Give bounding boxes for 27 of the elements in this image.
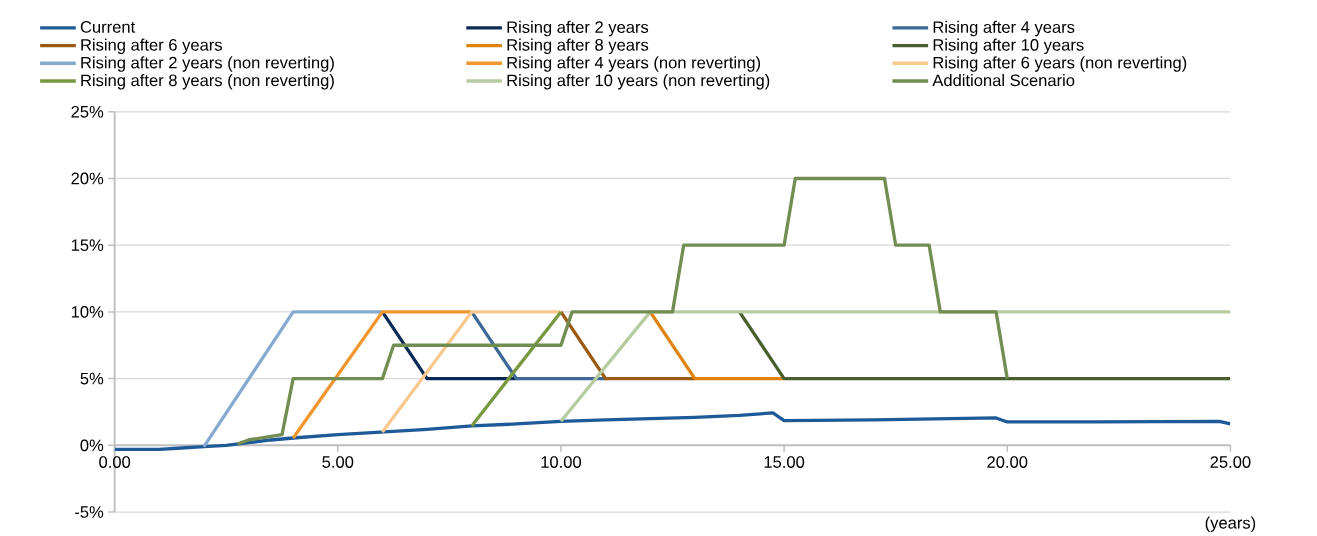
line-series	[235, 176, 1009, 446]
legend-label: Rising after 2 years	[507, 20, 649, 37]
y-tick-label: 25%	[71, 105, 104, 118]
y-tick-label: 10%	[71, 305, 104, 318]
x-tick-label: 0.00	[99, 456, 131, 468]
y-tick-label: 5%	[80, 372, 104, 385]
legend-label: Rising after 6 years	[81, 38, 223, 54]
legend-label: Rising after 10 years	[933, 38, 1084, 54]
legend-label: Rising after 8 years	[507, 38, 649, 54]
y-tick-label: -5%	[75, 506, 104, 518]
legend-label: Rising after 2 years (non reverting)	[81, 56, 334, 72]
legend-label: Current	[80, 20, 136, 33]
y-tick-label: 20%	[71, 172, 104, 185]
legend-label: Additional Scenario	[932, 73, 1075, 87]
legend-label: Rising after 8 years (non reverting)	[81, 73, 334, 90]
x-axis-title: (years)	[1205, 516, 1256, 532]
legend-label: Rising after 6 years (non reverting)	[933, 56, 1187, 72]
legend-label: Rising after 4 years (non reverting)	[507, 56, 761, 72]
y-tick-label: 15%	[71, 239, 104, 251]
x-tick-label: 20.00	[987, 456, 1028, 468]
y-tick-label: 0%	[80, 439, 104, 452]
legend-label: Rising after 4 years	[933, 20, 1075, 37]
legend-label: Rising after 10 years (non reverting)	[507, 73, 770, 90]
x-tick-label: 5.00	[322, 456, 354, 468]
x-tick-label: 10.00	[541, 456, 582, 468]
x-tick-label: 25.00	[1210, 456, 1251, 468]
x-tick-label: 15.00	[764, 456, 805, 468]
